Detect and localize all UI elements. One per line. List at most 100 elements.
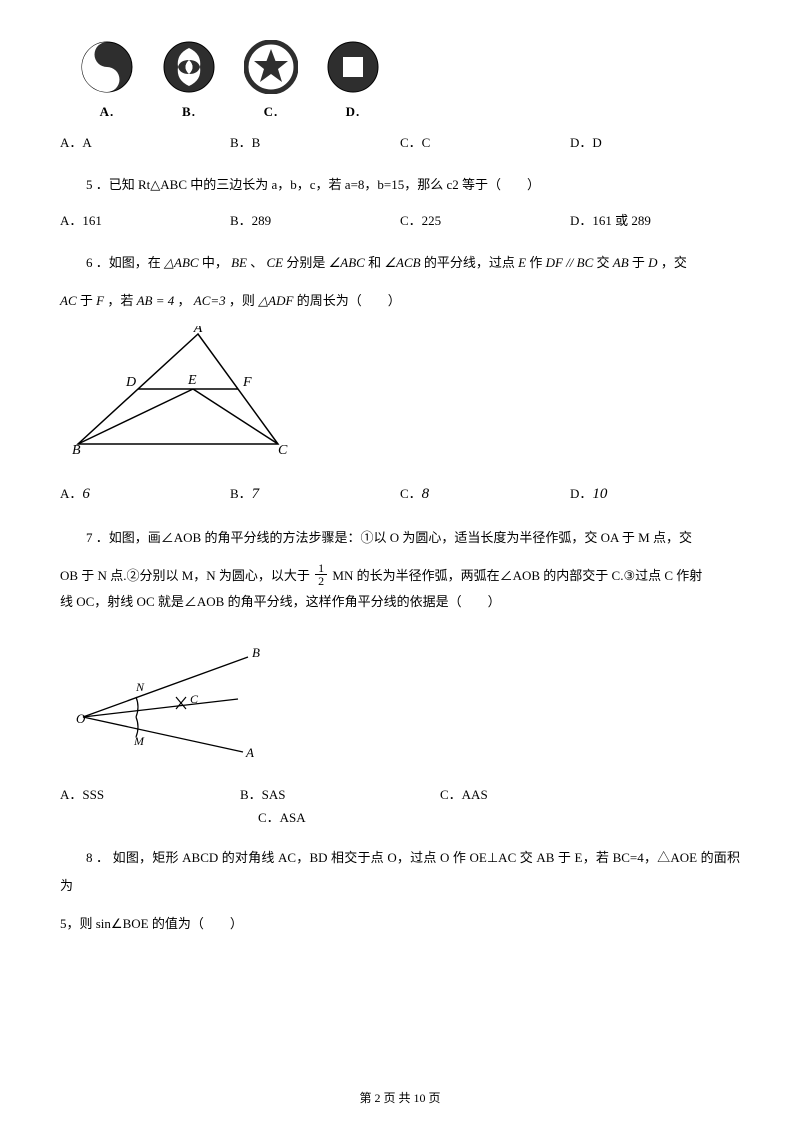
coin-icon — [326, 40, 380, 94]
q6d-pre: D． — [570, 486, 592, 501]
yinyang-icon — [80, 40, 134, 94]
q6-t8: 于 — [632, 255, 645, 270]
star-icon — [244, 40, 298, 94]
q6-l2-s5: △ADF — [258, 293, 293, 308]
svg-text:O: O — [76, 711, 86, 726]
q6-s7: DF // BC — [546, 255, 594, 270]
q6-l2-t5: 的周长为（ ） — [297, 293, 401, 308]
q6b-v: 7 — [252, 486, 260, 502]
svg-text:M: M — [133, 734, 145, 748]
q6-s8: AB — [613, 255, 629, 270]
q7-opt-c: C．ASA — [258, 806, 440, 829]
svg-text:N: N — [135, 680, 145, 694]
q4-opt-a: A．A — [60, 131, 230, 154]
icon-option-d: D. — [326, 40, 380, 123]
q6-pre: 6 ．如图，在 — [86, 255, 161, 270]
q5-opt-d: D．161 或 289 — [570, 209, 740, 232]
q6-s1: △ABC — [164, 255, 199, 270]
q6-l2-s2: F — [96, 293, 104, 308]
q6b-pre: B． — [230, 486, 252, 501]
q6-opt-d: D．10 — [570, 481, 740, 508]
q6-opt-c: C．8 — [400, 481, 570, 508]
q7-opt-bc: B．SAS C．ASA — [240, 783, 440, 830]
svg-text:C: C — [190, 692, 199, 706]
q7-opt-d: C．AAS — [440, 783, 488, 806]
icon-label-b: B. — [162, 100, 216, 123]
svg-text:A: A — [193, 326, 203, 336]
svg-text:E: E — [187, 373, 197, 388]
q7-opt-a: A．SSS — [60, 783, 240, 806]
q4-options: A．A B．B C．C D．D — [60, 131, 740, 154]
q6-l2-s1: AC — [60, 293, 77, 308]
q6-options: A．6 B．7 C．8 D．10 — [60, 481, 740, 508]
page-footer: 第 2 页 共 10 页 — [0, 1088, 800, 1110]
q4-opt-d: D．D — [570, 131, 740, 154]
footer-mid: 页 共 — [380, 1091, 413, 1105]
q6a-pre: A． — [60, 486, 82, 501]
q6-l2-t3: ， — [178, 293, 191, 308]
svg-text:B: B — [252, 645, 260, 660]
q6-s3: CE — [267, 255, 284, 270]
q6-l2-s3: AB = 4 — [137, 293, 175, 308]
svg-text:B: B — [72, 443, 81, 456]
q6-figure: A B C D E F — [68, 326, 740, 463]
q6c-v: 8 — [422, 486, 430, 502]
answer-icons-row: A. B. C. D. — [80, 40, 740, 123]
q7-line1: 7 ．如图，画∠AOB 的角平分线的方法步骤是：①以 O 为圆心，适当长度为半径… — [60, 524, 740, 553]
q5-options: A．161 B．289 C．225 D．161 或 289 — [60, 209, 740, 232]
swirl-icon — [162, 40, 216, 94]
q8-line1: 8 ． 如图，矩形 ABCD 的对角线 AC，BD 相交于点 O，过点 O 作 … — [60, 844, 740, 901]
svg-text:A: A — [245, 745, 254, 757]
q6-l2-s4: AC=3 — [194, 293, 226, 308]
icon-option-c: C. — [244, 40, 298, 123]
q7-line2: OB 于 N 点.②分别以 M，N 为圆心，以大于 12 MN 的长为半径作弧，… — [60, 563, 740, 590]
q6-text: 6 ．如图，在 △ABC 中， BE 、 CE 分别是 ∠ABC 和 ∠ACB … — [60, 249, 740, 278]
q6-l2-t2: ，若 — [107, 293, 133, 308]
q6-t6: 作 — [529, 255, 542, 270]
q6-t3: 分别是 — [286, 255, 325, 270]
q6-l2-t1: 于 — [80, 293, 93, 308]
q4-opt-c: C．C — [400, 131, 570, 154]
q6-s5: ∠ACB — [384, 255, 420, 270]
q6-opt-a: A．6 — [60, 481, 230, 508]
q6d-v: 10 — [592, 486, 607, 502]
q6c-pre: C． — [400, 486, 422, 501]
footer-pre: 第 — [359, 1091, 374, 1105]
svg-text:D: D — [125, 375, 136, 390]
q6-t5: 的平分线，过点 — [424, 255, 515, 270]
q6a-v: 6 — [82, 486, 90, 502]
q7-options: A．SSS B．SAS C．ASA C．AAS — [60, 783, 740, 830]
footer-total: 10 — [414, 1091, 426, 1105]
q6-t4: 和 — [368, 255, 381, 270]
fraction-half: 12 — [315, 562, 327, 587]
q5-opt-b: B．289 — [230, 209, 400, 232]
svg-text:C: C — [278, 443, 288, 456]
q8-line2: 5，则 sin∠BOE 的值为（ ） — [60, 911, 740, 937]
q6-t7: 交 — [597, 255, 610, 270]
footer-post: 页 — [426, 1091, 441, 1105]
q6-s6: E — [518, 255, 526, 270]
q7-l2-pre: OB 于 N 点.②分别以 M，N 为圆心，以大于 — [60, 568, 310, 583]
q6-t9: ，交 — [661, 255, 687, 270]
q5-opt-c: C．225 — [400, 209, 570, 232]
icon-option-b: B. — [162, 40, 216, 123]
q6-s9: D — [648, 255, 657, 270]
icon-option-a: A. — [80, 40, 134, 123]
q6-line2: AC 于 F ，若 AB = 4 ， AC=3 ，则 △ADF 的周长为（ ） — [60, 287, 740, 316]
q6-s4: ∠ABC — [329, 255, 365, 270]
q7-opt-b: B．SAS — [240, 783, 440, 806]
q5-text: 5 ．已知 Rt△ABC 中的三边长为 a，b，c，若 a=8，b=15，那么 … — [60, 171, 740, 200]
icon-label-a: A. — [80, 100, 134, 123]
q7-l2-post: MN 的长为半径作弧，两弧在∠AOB 的内部交于 C.③过点 C 作射 — [332, 568, 702, 583]
q6-t1: 中， — [202, 255, 228, 270]
q6-s2: BE — [231, 255, 247, 270]
q6-t2: 、 — [250, 255, 263, 270]
q7-figure: O B A N M C — [68, 637, 740, 764]
q6-opt-b: B．7 — [230, 481, 400, 508]
q7-line3: 线 OC，射线 OC 就是∠AOB 的角平分线，这样作角平分线的依据是（ ） — [60, 589, 740, 615]
icon-label-c: C. — [244, 100, 298, 123]
icon-label-d: D. — [326, 100, 380, 123]
q4-opt-b: B．B — [230, 131, 400, 154]
svg-text:F: F — [242, 375, 252, 390]
q5-opt-a: A．161 — [60, 209, 230, 232]
